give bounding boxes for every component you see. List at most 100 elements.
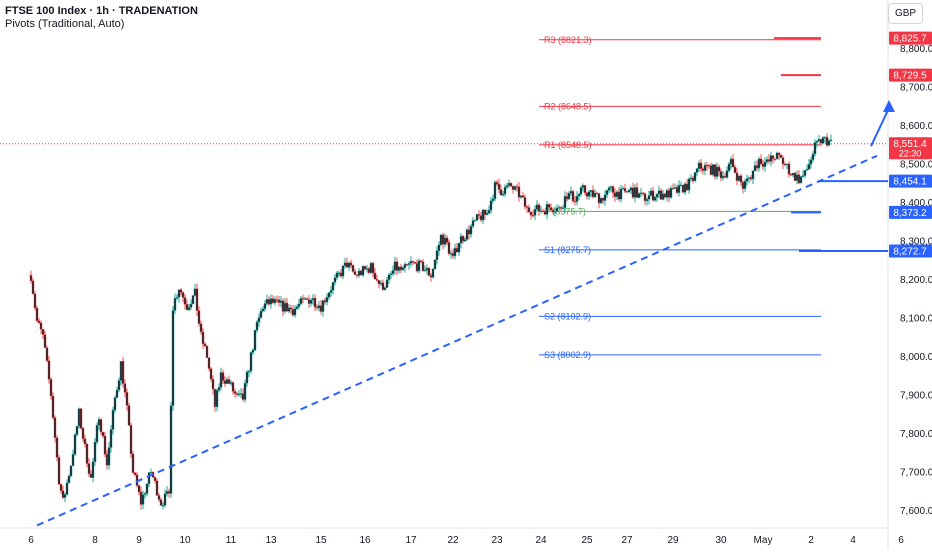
x-tick-label: 25 — [581, 535, 593, 546]
candle — [815, 140, 819, 143]
candle — [387, 274, 391, 281]
x-tick-label: 6 — [898, 535, 904, 546]
candle — [503, 186, 507, 195]
candle — [405, 263, 409, 266]
candle — [255, 321, 259, 331]
candle — [725, 170, 729, 178]
candle — [615, 191, 619, 198]
candle — [569, 190, 573, 194]
candle — [479, 215, 483, 221]
candle — [33, 293, 37, 309]
candle — [149, 471, 153, 474]
candle — [575, 195, 579, 202]
y-tick-label: 8,100.0 — [900, 314, 932, 325]
forecast-arrow-shaft[interactable] — [870, 107, 890, 147]
candle — [691, 177, 695, 182]
candle — [797, 174, 801, 184]
candle — [551, 209, 555, 213]
candle — [821, 137, 825, 144]
candle — [43, 334, 47, 348]
candle — [307, 299, 311, 304]
candle — [549, 207, 553, 211]
candle — [751, 170, 755, 180]
candle — [399, 266, 403, 271]
up-arrow-icon[interactable] — [883, 99, 895, 112]
candle — [593, 192, 597, 198]
candle — [767, 159, 771, 162]
candle — [487, 209, 491, 214]
candle — [47, 360, 51, 380]
candle — [457, 242, 461, 253]
pivot-label-r1: R1 (8548.5) — [544, 140, 592, 150]
candle — [313, 297, 317, 308]
candle — [311, 297, 315, 301]
x-tick-label: 27 — [621, 535, 633, 546]
candle — [389, 273, 393, 276]
candle — [573, 200, 577, 203]
candle — [689, 177, 693, 180]
candle — [181, 292, 185, 298]
candle — [661, 193, 665, 200]
candle — [217, 387, 221, 391]
candle — [417, 260, 421, 272]
x-tick-label: 23 — [491, 535, 503, 546]
candle — [355, 274, 359, 276]
symbol-title: FTSE 100 Index · 1h · TRADENATION — [5, 5, 198, 17]
candle — [129, 424, 133, 455]
candle — [481, 209, 485, 221]
candle — [645, 199, 649, 202]
candle — [435, 250, 439, 260]
candle — [577, 193, 581, 197]
candle — [31, 280, 35, 295]
candle — [305, 298, 309, 300]
candle — [275, 299, 279, 301]
candle — [625, 191, 629, 193]
y-tick-label: 8,600.0 — [900, 121, 932, 132]
candle — [247, 370, 251, 373]
candle — [547, 204, 551, 208]
rising-trendline[interactable] — [36, 154, 878, 527]
candle — [291, 309, 295, 316]
candle — [377, 280, 381, 285]
candle — [817, 138, 821, 142]
candle — [265, 299, 269, 304]
candle — [659, 190, 663, 200]
candle — [451, 252, 455, 257]
candle — [519, 195, 523, 198]
candle — [585, 192, 589, 197]
candle — [379, 282, 383, 285]
candle — [403, 263, 407, 268]
candle — [117, 380, 121, 391]
candle — [745, 178, 749, 182]
candle — [471, 220, 475, 227]
candle — [167, 490, 171, 494]
candle — [701, 168, 705, 171]
candle — [409, 260, 413, 264]
candle — [599, 197, 603, 204]
candle — [395, 261, 399, 271]
candle — [171, 310, 175, 406]
candle — [537, 204, 541, 212]
candle — [369, 262, 373, 274]
candle — [127, 405, 131, 426]
candle — [461, 235, 465, 242]
y-tick-label: 7,900.0 — [900, 391, 932, 402]
candle — [805, 169, 809, 171]
candle — [801, 175, 805, 177]
candle — [449, 252, 453, 255]
candle — [703, 164, 707, 171]
candle — [143, 493, 147, 495]
currency-button[interactable]: GBP — [888, 3, 923, 24]
candle — [473, 220, 477, 222]
candle — [319, 305, 323, 312]
candle — [671, 187, 675, 190]
candle — [669, 187, 673, 198]
candle — [241, 393, 245, 400]
candle — [731, 158, 735, 168]
candle — [343, 262, 347, 266]
candle — [299, 298, 303, 305]
x-tick-label: 17 — [405, 535, 417, 546]
candle — [667, 190, 671, 198]
